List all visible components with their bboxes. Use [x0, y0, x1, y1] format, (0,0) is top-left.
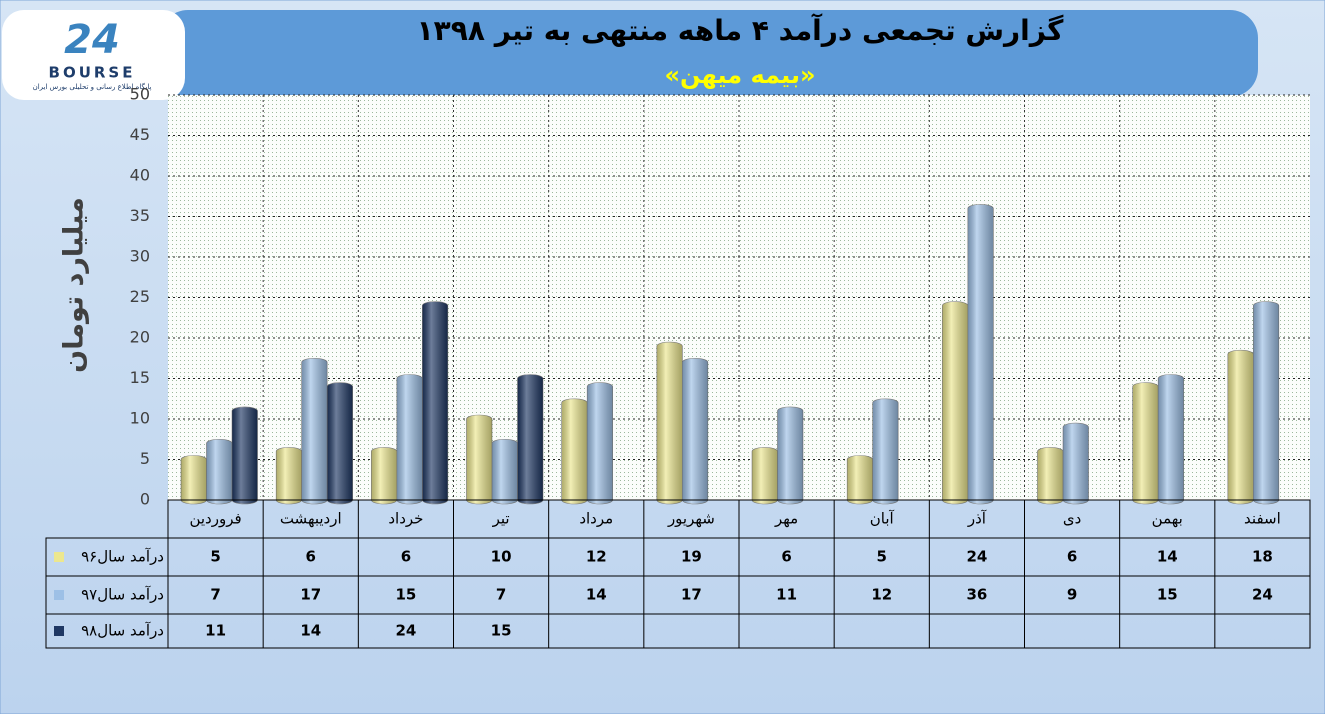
bar-shading — [422, 301, 448, 504]
chart-title: گزارش تجمعی درآمد ۴ ماهه منتهی به تیر ۱۳… — [417, 13, 1065, 47]
bar-shading — [1227, 350, 1254, 504]
table-value: 14 — [586, 586, 607, 604]
table-value: 5 — [210, 548, 220, 566]
table-value: 18 — [1252, 548, 1273, 566]
x-tick-label: تیر — [492, 510, 510, 528]
x-tick-label: اسفند — [1244, 510, 1281, 528]
logo-tagline: پایگاه اطلاع رسانی و تحلیلی بورس ایران — [33, 82, 152, 91]
bar-shading — [1037, 447, 1063, 504]
bar-shading — [942, 301, 968, 504]
bar-shading — [327, 382, 353, 504]
table-value: 6 — [781, 548, 791, 566]
x-tick-label: بهمن — [1152, 510, 1183, 528]
bar-shading — [1253, 301, 1279, 504]
table-value: 14 — [1157, 548, 1178, 566]
table-value: 36 — [966, 586, 987, 604]
table-value: 11 — [205, 622, 226, 640]
legend-swatch — [54, 552, 64, 562]
y-tick-label: 0 — [140, 490, 150, 509]
x-tick-label: آذر — [967, 510, 987, 528]
title-box — [160, 10, 1258, 97]
y-tick-label: 15 — [130, 368, 150, 387]
legend-label: درآمد سال۹۶ — [81, 548, 164, 566]
legend-label: درآمد سال۹۷ — [81, 586, 164, 604]
table-value: 24 — [966, 548, 987, 566]
table-value: 6 — [1067, 548, 1077, 566]
y-tick-label: 40 — [130, 166, 150, 185]
bar-shading — [492, 439, 518, 504]
logo-box — [2, 10, 185, 100]
x-tick-label: شهریور — [667, 510, 715, 528]
bar-shading — [232, 406, 258, 504]
table-value: 15 — [1157, 586, 1178, 604]
bar-shading — [682, 358, 708, 504]
bar-shading — [872, 398, 899, 504]
y-tick-label: 35 — [130, 206, 150, 225]
table-value: 15 — [491, 622, 512, 640]
x-tick-label: مرداد — [579, 510, 613, 528]
y-tick-label: 5 — [140, 449, 150, 468]
y-tick-label: 45 — [130, 125, 150, 144]
x-tick-label: دی — [1063, 510, 1081, 528]
y-tick-label: 10 — [130, 409, 150, 428]
table-value: 17 — [300, 586, 321, 604]
x-tick-label: فروردین — [189, 510, 241, 528]
logo-mark: 24 — [64, 17, 120, 63]
y-tick-label: 20 — [130, 328, 150, 347]
bar-shading — [1132, 382, 1159, 504]
bar-shading — [587, 382, 613, 504]
y-axis-label: میلیارد تومان — [59, 197, 90, 373]
table-value: 14 — [300, 622, 321, 640]
bar-shading — [1158, 374, 1184, 504]
x-tick-label: خرداد — [388, 510, 423, 528]
bar-shading — [371, 447, 397, 504]
legend-swatch — [54, 626, 64, 636]
x-tick-label: آبان — [870, 510, 895, 528]
bar-shading — [967, 204, 994, 504]
bar-shading — [466, 415, 492, 504]
chart-subtitle: «بیمه میهن» — [665, 61, 816, 89]
bar-shading — [181, 455, 207, 504]
table-value: 6 — [401, 548, 411, 566]
x-tick-label: اردیبهشت — [280, 510, 342, 528]
table-value: 6 — [306, 548, 316, 566]
bar-shading — [777, 406, 803, 504]
bar-shading — [206, 439, 232, 504]
bar-shading — [276, 447, 302, 504]
y-tick-label: 25 — [130, 287, 150, 306]
table-value: 7 — [210, 586, 220, 604]
logo-name: BOURSE — [49, 64, 136, 82]
y-tick-label: 50 — [130, 85, 150, 104]
bar-shading — [752, 447, 778, 504]
table-value: 15 — [395, 586, 416, 604]
bar-shading — [1063, 423, 1089, 504]
table-value: 7 — [496, 586, 506, 604]
legend-swatch — [54, 590, 64, 600]
table-value: 17 — [681, 586, 702, 604]
table-value: 11 — [776, 586, 797, 604]
bar-shading — [517, 374, 543, 504]
table-value: 10 — [491, 548, 512, 566]
x-tick-label: مهر — [774, 510, 798, 528]
table-value: 19 — [681, 548, 702, 566]
bar-shading — [656, 342, 683, 504]
bar-shading — [561, 398, 588, 504]
table-value: 5 — [877, 548, 887, 566]
bar-shading — [847, 455, 873, 504]
table-value: 12 — [871, 586, 892, 604]
table-value: 9 — [1067, 586, 1077, 604]
bar-shading — [301, 358, 328, 504]
table-value: 24 — [1252, 586, 1273, 604]
legend-label: درآمد سال۹۸ — [81, 622, 164, 640]
y-tick-label: 30 — [130, 247, 150, 266]
table-value: 24 — [395, 622, 416, 640]
table-value: 12 — [586, 548, 607, 566]
bar-shading — [396, 374, 423, 504]
